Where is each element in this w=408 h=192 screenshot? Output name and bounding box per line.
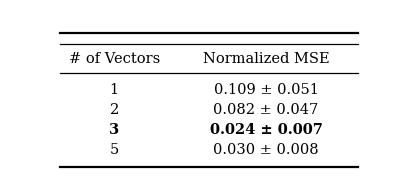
Text: # of Vectors: # of Vectors (69, 51, 160, 65)
Text: 2: 2 (110, 103, 119, 117)
Text: Normalized MSE: Normalized MSE (203, 51, 329, 65)
Text: 0.082 ± 0.047: 0.082 ± 0.047 (213, 103, 319, 117)
Text: 0.024 ± 0.007: 0.024 ± 0.007 (210, 123, 322, 137)
Text: 3: 3 (109, 123, 119, 137)
Text: 0.109 ± 0.051: 0.109 ± 0.051 (213, 83, 319, 97)
Text: 1: 1 (110, 83, 119, 97)
Text: 0.030 ± 0.008: 0.030 ± 0.008 (213, 143, 319, 157)
Text: 5: 5 (110, 143, 119, 157)
